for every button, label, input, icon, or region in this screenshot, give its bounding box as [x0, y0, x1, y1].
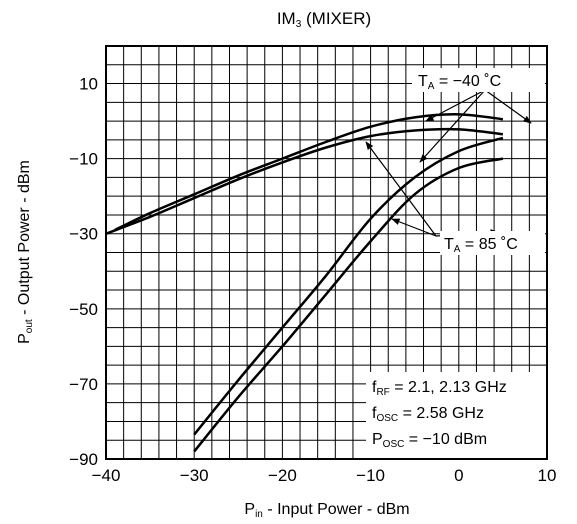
label-85-bg	[440, 231, 545, 255]
annotation-arrow	[391, 218, 437, 237]
annotation-arrow	[419, 89, 486, 163]
series-line-1	[114, 113, 504, 232]
y-tick-label: 10	[79, 75, 98, 94]
annotation-arrow	[365, 141, 437, 237]
annotation-arrow	[425, 89, 486, 122]
x-tick-label: −40	[92, 466, 121, 485]
y-tick-label: −30	[69, 225, 98, 244]
y-tick-label: −10	[69, 150, 98, 169]
series-line-4	[193, 157, 504, 453]
y-tick-label: −70	[69, 375, 98, 394]
annotation-arrow	[484, 89, 532, 124]
x-tick-label: 10	[538, 466, 557, 485]
series-line-3	[193, 136, 504, 436]
x-tick-label: −10	[356, 466, 385, 485]
plot-frame	[105, 45, 548, 460]
x-tick-label: −20	[268, 466, 297, 485]
annotation-arrows	[365, 89, 532, 237]
chart-title: IM3 (MIXER)	[277, 9, 371, 30]
x-tick-label: 0	[454, 466, 463, 485]
series-line-2	[105, 127, 504, 235]
y-tick-label: −90	[69, 450, 98, 469]
label-minus40: TA = −40 ˚C	[418, 73, 501, 92]
condition-frf: fRF = 2.1, 2.13 GHz	[372, 379, 507, 398]
tick-labels: −40 −30 −20 −10 0 10 −90 −70 −50 −30 −10 10	[69, 75, 556, 485]
x-tick-label: −30	[180, 466, 209, 485]
condition-fosc: fOSC = 2.58 GHz	[372, 405, 484, 424]
conditions-bg	[366, 372, 546, 458]
y-axis-label: Pout - Output Power - dBm	[16, 160, 35, 344]
label-minus40-bg	[412, 68, 545, 92]
y-tick-label: −50	[69, 300, 98, 319]
label-85: TA = 85 ˚C	[444, 236, 518, 255]
condition-posc: POSC = −10 dBm	[372, 431, 487, 450]
x-axis-label: Pin - Input Power - dBm	[244, 501, 409, 520]
